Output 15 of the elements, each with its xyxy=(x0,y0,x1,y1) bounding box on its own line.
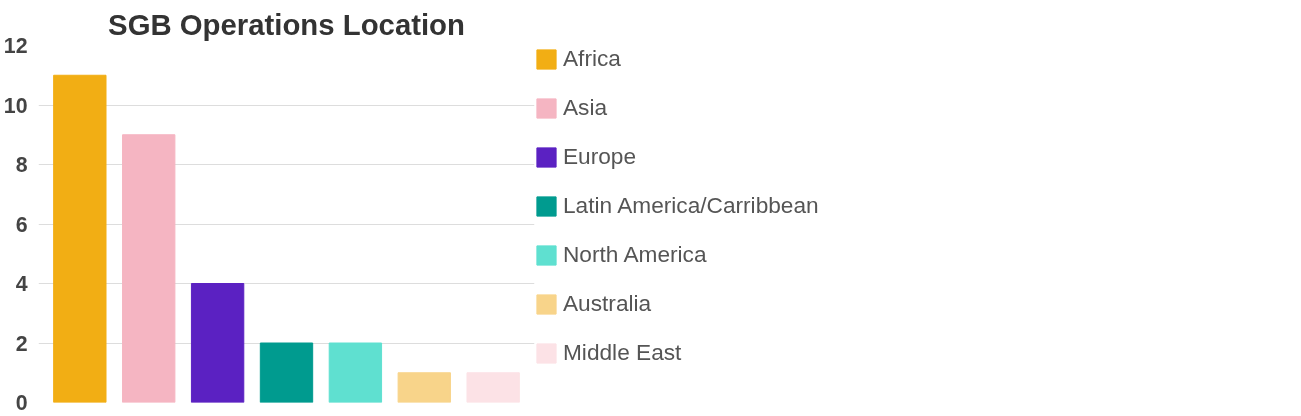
y-tick-label: 8 xyxy=(15,153,28,177)
legend-label: Europe xyxy=(563,143,637,170)
legend-label: Middle East xyxy=(563,339,682,366)
y-tick-label: 2 xyxy=(15,331,28,356)
y-tick-label: 0 xyxy=(15,391,28,415)
legend-label: Africa xyxy=(563,45,621,72)
y-tick-label: 6 xyxy=(15,212,28,237)
y-tick-label: 12 xyxy=(3,34,28,58)
chart-title: SGB Operations Location xyxy=(108,7,465,41)
y-tick-label: 4 xyxy=(15,272,28,296)
y-tick-label: 10 xyxy=(3,93,28,118)
legend-label: Australia xyxy=(563,290,652,317)
legend-label: North America xyxy=(563,241,707,268)
legend-label: Asia xyxy=(563,94,608,121)
legend-label: Latin America/Carribbean xyxy=(563,192,819,219)
